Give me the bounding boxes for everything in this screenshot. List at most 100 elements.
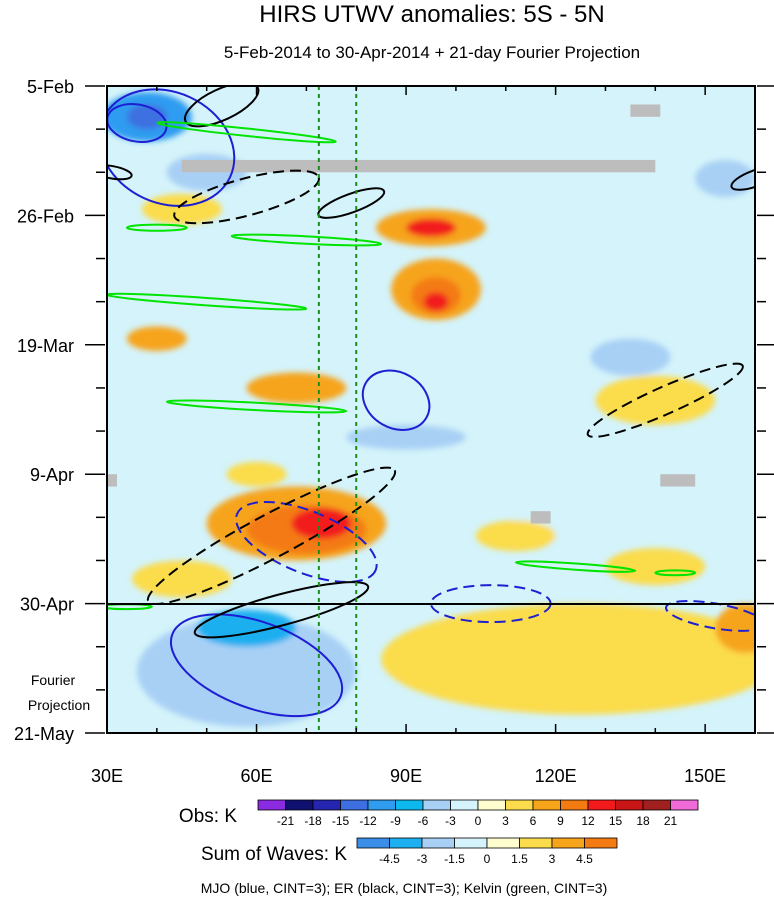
waves-legend-label: 4.5 [576, 852, 593, 866]
waves-legend-swatch [551, 837, 585, 849]
er-contour [586, 362, 744, 438]
obs-legend-swatch [367, 799, 396, 811]
obs-legend-swatch [285, 799, 314, 811]
missing-data-patch [530, 511, 551, 524]
obs-legend-label: -15 [332, 814, 350, 828]
anomaly-blob [475, 520, 556, 552]
obs-legend-swatch [505, 799, 534, 811]
obs-legend-swatch [312, 799, 341, 811]
chart-title: HIRS UTWV anomalies: 5S - 5N [259, 1, 604, 28]
waves-legend-label: -3 [417, 852, 428, 866]
obs-legend-label: -6 [418, 814, 429, 828]
obs-legend-label: 21 [664, 814, 678, 828]
obs-legend-label: 18 [636, 814, 650, 828]
obs-legend-swatch [450, 799, 479, 811]
anomaly-blob [605, 548, 706, 586]
obs-legend-label: -18 [304, 814, 322, 828]
anomaly-blob [226, 461, 287, 487]
obs-legend-swatch [587, 799, 616, 811]
anomaly-blob [595, 375, 716, 425]
obs-legend-title: Obs: K [179, 806, 237, 827]
wave-caption: MJO (blue, CINT=3); ER (black, CINT=3); … [201, 880, 608, 896]
mjo-contour [361, 369, 431, 431]
y-tick-label: 19-Mar [17, 336, 74, 356]
waves-colorbar: -4.5 -3 -1.5 0 1.5 3 4.5 [356, 837, 618, 866]
missing-data-layer [107, 104, 696, 524]
waves-legend-swatch [584, 837, 618, 849]
obs-legend-label: 3 [502, 814, 509, 828]
missing-data-patch [630, 104, 661, 117]
projection-blob [715, 603, 755, 653]
obs-legend-label: -3 [445, 814, 456, 828]
anomaly-blob [131, 560, 232, 598]
kelvin-contour [125, 223, 188, 232]
obs-colorbar: -21 -18 -15 -12 -9 -6 -3 0 3 6 9 12 15 18 21 [257, 799, 699, 828]
kelvin-contour [514, 560, 637, 573]
anomaly-blob [590, 338, 671, 376]
er-contour [107, 164, 133, 181]
y-tick-label: 30-Apr [20, 595, 74, 615]
anomaly-blob [126, 104, 167, 130]
missing-data-patch [660, 474, 696, 487]
kelvin-contour [156, 121, 337, 144]
projection-blob [136, 615, 357, 727]
mjo-contour [107, 88, 236, 207]
x-tick-label: 60E [241, 766, 273, 786]
anomaly-blob [126, 326, 187, 351]
waves-legend-label: -4.5 [379, 852, 400, 866]
waves-legend-swatch [356, 837, 390, 849]
obs-legend-label: -21 [277, 814, 295, 828]
plot-area [107, 86, 755, 733]
anomaly-blob [406, 218, 456, 237]
plot-frame [106, 85, 756, 734]
er-contour [183, 86, 260, 128]
obs-legend-swatch [615, 799, 644, 811]
projection-label-line2: Projection [28, 697, 90, 713]
obs-legend-swatch [532, 799, 561, 811]
obs-legend-swatch [560, 799, 589, 811]
anomaly-blob [346, 424, 466, 450]
chart-subtitle: 5-Feb-2014 to 30-Apr-2014 + 21-day Fouri… [224, 43, 640, 62]
y-tick-label: 21-May [14, 724, 74, 744]
obs-legend-swatch [642, 799, 671, 811]
x-tick-label: 90E [390, 766, 422, 786]
obs-legend-label: 12 [581, 814, 595, 828]
waves-legend-swatch [519, 837, 553, 849]
waves-legend-swatch [421, 837, 455, 849]
obs-legend-label: 0 [475, 814, 482, 828]
obs-legend-label: 6 [530, 814, 537, 828]
anomaly-blob [291, 508, 352, 539]
waves-legend-swatch [486, 837, 520, 849]
projection-label-line1: Fourier [31, 672, 76, 688]
obs-legend-label: -9 [390, 814, 401, 828]
obs-legend-swatch [670, 799, 699, 811]
x-tick-label: 120E [535, 766, 577, 786]
y-tick-label: 5-Feb [27, 77, 74, 97]
y-tick-label: 26-Feb [17, 206, 74, 226]
waves-legend-label: 3 [549, 852, 556, 866]
waves-legend-swatch [454, 837, 488, 849]
mjo-contour [169, 613, 344, 718]
kelvin-contour [230, 233, 383, 247]
y-tick-label: 9-Apr [30, 465, 74, 485]
obs-legend-swatch [257, 799, 286, 811]
waves-legend-label: -1.5 [444, 852, 465, 866]
obs-legend-swatch [422, 799, 451, 811]
obs-legend-swatch [340, 799, 369, 811]
obs-legend-label: -12 [359, 814, 377, 828]
kelvin-contour [654, 569, 697, 577]
obs-legend-swatch [477, 799, 506, 811]
er-contour [146, 466, 397, 606]
y-axis-labels: 5-Feb 26-Feb 19-Mar 9-Apr 30-Apr 21-May [14, 77, 74, 744]
er-contour [193, 581, 370, 639]
kelvin-contour [165, 399, 348, 414]
waves-legend-title: Sum of Waves: K [201, 844, 347, 865]
er-contour [730, 166, 755, 191]
obs-legend-label: 9 [557, 814, 564, 828]
x-tick-label: 30E [91, 766, 123, 786]
obs-legend-swatch [395, 799, 424, 811]
waves-legend-swatch [389, 837, 423, 849]
anomaly-blob [423, 292, 449, 311]
missing-data-patch [107, 474, 117, 487]
